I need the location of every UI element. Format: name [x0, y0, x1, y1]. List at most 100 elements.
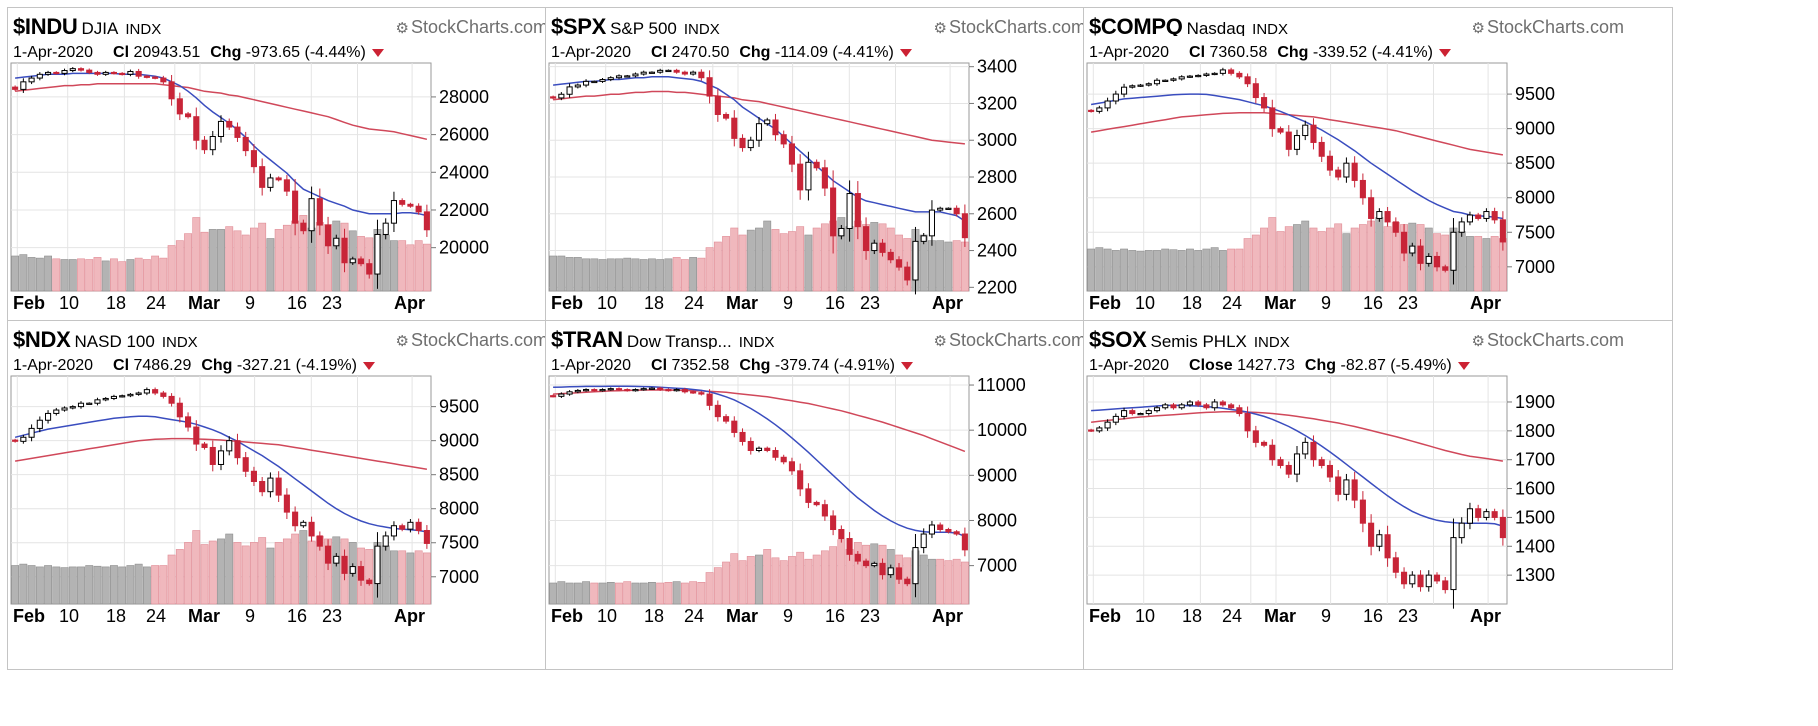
candle-body	[1129, 85, 1136, 88]
volume-bar	[664, 258, 673, 292]
candle-body	[407, 521, 414, 530]
volume-bar	[332, 536, 341, 605]
volume-bar	[77, 566, 85, 605]
candle-body	[283, 494, 290, 513]
volume-bar	[233, 230, 242, 292]
volume-bar	[697, 581, 706, 605]
volume-bar	[672, 257, 681, 292]
watermark: ⚙ StockCharts.com	[396, 330, 549, 351]
y-tick-label: 1600	[1515, 479, 1555, 499]
x-tick-label: Mar	[1264, 606, 1296, 626]
candle-body	[316, 198, 323, 226]
candle-body	[739, 431, 746, 442]
candle-body	[1384, 534, 1391, 559]
x-tick-label: Feb	[551, 293, 583, 313]
candle-body	[1170, 78, 1177, 81]
close-value: 1427.73	[1237, 357, 1295, 374]
change-value: -327.21 (-4.19%)	[236, 357, 357, 374]
volume-bar	[1490, 236, 1499, 292]
y-tick-label: 8000	[1515, 188, 1555, 208]
volume-bar	[1383, 226, 1392, 292]
candle-body	[226, 120, 233, 128]
candle-body	[665, 69, 672, 73]
x-tick-label: Feb	[551, 606, 583, 626]
x-tick-label: 10	[59, 293, 79, 313]
close-label: Close	[1189, 357, 1233, 374]
quote-date: 1-Apr-2020	[13, 357, 94, 374]
volume-bar	[1186, 248, 1194, 292]
y-tick-label: 26000	[439, 125, 489, 145]
candle-body	[665, 389, 672, 392]
x-tick-label: 18	[1182, 293, 1202, 313]
watermark-text: StockCharts.com	[1486, 17, 1624, 37]
watermark: ⚙ StockCharts.com	[934, 17, 1087, 38]
price-chart[interactable]: 7000 7500 8000 8500 9000 9500 Feb 10 18 24 Mar 9 16 2…	[8, 321, 598, 671]
candle-body	[176, 402, 183, 418]
price-chart[interactable]: 20000 22000 24000 26000 28000 Feb 10 18 24 Mar 9 16…	[8, 8, 598, 358]
candle-body	[69, 406, 76, 409]
candle-body	[1153, 79, 1161, 85]
candle-body	[731, 117, 738, 139]
y-tick-label: 10000	[977, 420, 1027, 440]
chart-panel-sox[interactable]: $SOX Semis PHLX INDX ⚙ StockCharts.com 1-Apr-…	[1083, 320, 1673, 670]
price-chart[interactable]: 2200 2400 2600 2800 3000 3200 3400 Feb 10 18 24 Mar…	[546, 8, 1136, 358]
candle-body	[1368, 522, 1375, 547]
y-tick-label: 9500	[1515, 84, 1555, 104]
candle-body	[333, 555, 340, 564]
symbol[interactable]: $SOX	[1089, 327, 1147, 349]
symbol[interactable]: $TRAN	[551, 327, 623, 349]
volume-bar	[365, 549, 374, 605]
chart-panel-tran[interactable]: $TRAN Dow Transp... INDX ⚙ StockCharts.com 1-…	[545, 320, 1135, 670]
symbol[interactable]: $INDU	[13, 14, 78, 36]
candle-body	[127, 70, 134, 75]
volume-bar	[225, 226, 234, 292]
volume-bar	[1342, 233, 1351, 292]
candle-body	[1236, 72, 1243, 78]
volume-bar	[960, 561, 969, 605]
y-tick-label: 9000	[977, 465, 1017, 485]
x-tick-label: 24	[1222, 293, 1242, 313]
volume-bar	[390, 240, 398, 292]
stockcharts-logo-icon: ⚙	[933, 333, 947, 350]
candle-body	[764, 119, 771, 125]
candle-body	[234, 440, 241, 459]
candle-body	[1162, 404, 1169, 409]
chart-panel-spx[interactable]: $SPX S&P 500 INDX ⚙ StockCharts.com 1-Apr-202…	[545, 7, 1135, 357]
x-tick-label: Apr	[394, 293, 425, 313]
volume-bar	[1457, 231, 1466, 292]
candle-body	[53, 409, 60, 414]
price-chart[interactable]: 7000 7500 8000 8500 9000 9500 Feb 10 18 24 Mar 9 16 2…	[1084, 8, 1674, 358]
symbol[interactable]: $NDX	[13, 327, 71, 349]
candle-body	[1112, 93, 1119, 102]
x-tick-label: 18	[644, 293, 664, 313]
volume-bar	[664, 581, 673, 605]
volume-bar	[134, 257, 143, 292]
candle-body	[566, 391, 573, 395]
candle-body	[1343, 162, 1350, 178]
volume-bar	[960, 241, 969, 292]
volume-bar	[746, 556, 755, 605]
price-chart[interactable]: 1300 1400 1500 1600 1700 1800 1900 Feb 10 18 24 Mar…	[1084, 321, 1674, 671]
candle-body	[887, 251, 894, 261]
quote-date: 1-Apr-2020	[1089, 44, 1170, 61]
chart-panel-compq[interactable]: $COMPQ Nasdaq INDX ⚙ StockCharts.com 1-Apr-20…	[1083, 7, 1673, 357]
volume-bar	[1482, 238, 1491, 292]
candle-body	[1359, 179, 1366, 199]
change-value: -339.52 (-4.41%)	[1312, 44, 1433, 61]
candle-body	[1401, 231, 1408, 254]
symbol[interactable]: $SPX	[551, 14, 607, 36]
candle-body	[357, 566, 365, 581]
candle-body	[558, 93, 565, 99]
quote-line: 1-Apr-2020 Cl 20943.51 Chg -973.65 (-4.44%…	[13, 44, 533, 64]
price-chart[interactable]: 7000 8000 9000 10000 11000 Feb 10 18 24 Mar 9 16 23 A…	[546, 321, 1136, 671]
chart-panel-ndx[interactable]: $NDX NASD 100 INDX ⚙ StockCharts.com 1-Apr-20…	[7, 320, 597, 670]
symbol[interactable]: $COMPQ	[1089, 14, 1183, 36]
candle-body	[1351, 162, 1358, 181]
candle-body	[731, 420, 738, 433]
volume-bar	[549, 582, 558, 605]
candle-body	[250, 150, 257, 168]
volume-bar	[27, 257, 36, 292]
chart-panel-indu[interactable]: $INDU DJIA INDX ⚙ StockCharts.com 1-Apr-2020 C…	[7, 7, 597, 357]
candle-body	[341, 555, 348, 574]
volume-bar	[788, 556, 796, 605]
